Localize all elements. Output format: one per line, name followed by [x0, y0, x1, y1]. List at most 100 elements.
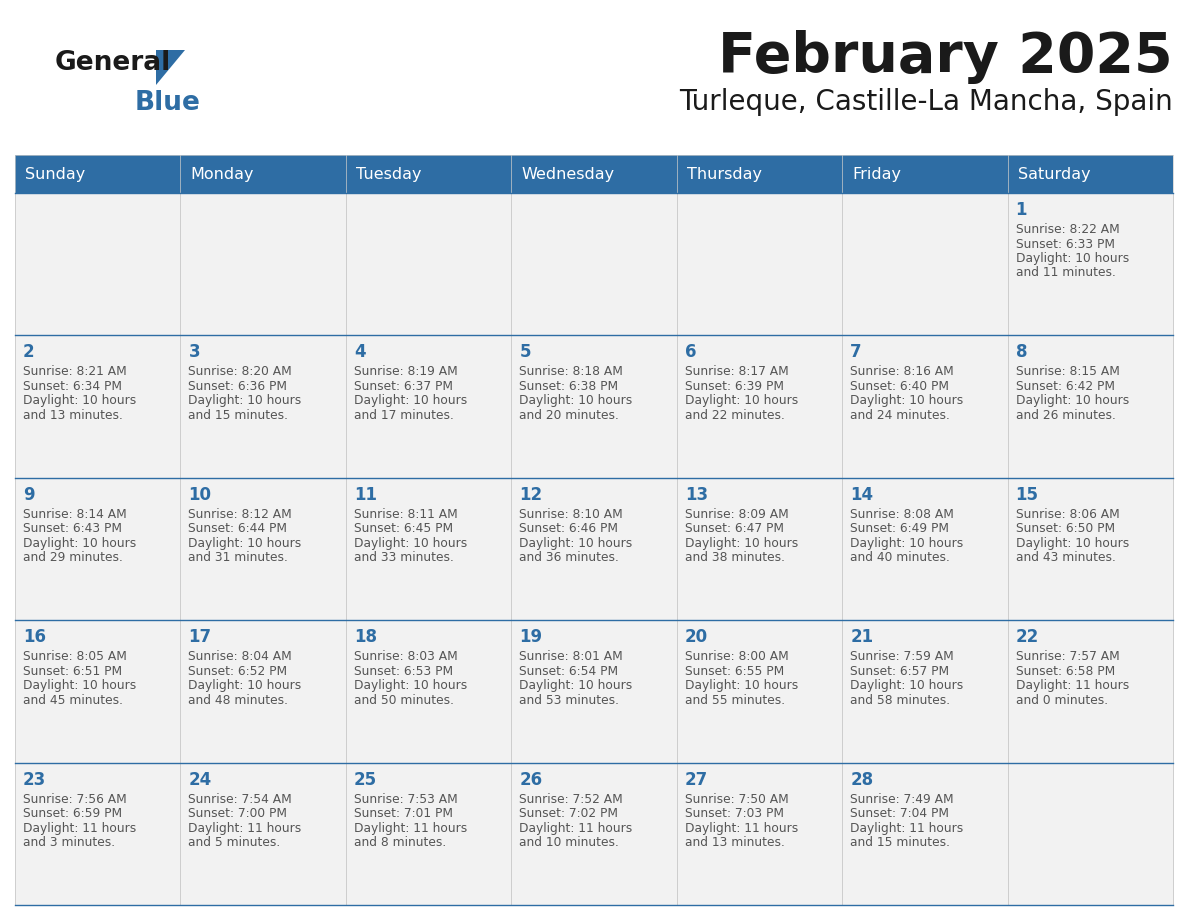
- Bar: [15, 763, 181, 905]
- Text: Sunrise: 7:59 AM: Sunrise: 7:59 AM: [851, 650, 954, 663]
- Text: Sunset: 6:46 PM: Sunset: 6:46 PM: [519, 522, 618, 535]
- Text: Sunset: 7:00 PM: Sunset: 7:00 PM: [189, 807, 287, 820]
- Text: Friday: Friday: [852, 166, 902, 182]
- Text: Sunrise: 8:22 AM: Sunrise: 8:22 AM: [1016, 223, 1119, 236]
- Text: 6: 6: [684, 343, 696, 362]
- Text: Sunset: 6:33 PM: Sunset: 6:33 PM: [1016, 238, 1114, 251]
- Text: Sunrise: 7:52 AM: Sunrise: 7:52 AM: [519, 792, 623, 806]
- Text: Sunset: 6:39 PM: Sunset: 6:39 PM: [684, 380, 784, 393]
- Text: and 50 minutes.: and 50 minutes.: [354, 694, 454, 707]
- Text: 18: 18: [354, 628, 377, 646]
- Text: and 53 minutes.: and 53 minutes.: [519, 694, 619, 707]
- Text: Daylight: 10 hours: Daylight: 10 hours: [851, 537, 963, 550]
- Text: 27: 27: [684, 770, 708, 789]
- Text: and 45 minutes.: and 45 minutes.: [23, 694, 124, 707]
- Text: Sunset: 7:01 PM: Sunset: 7:01 PM: [354, 807, 453, 820]
- Text: 16: 16: [23, 628, 46, 646]
- Text: Saturday: Saturday: [1018, 166, 1091, 182]
- Text: Sunset: 6:57 PM: Sunset: 6:57 PM: [851, 665, 949, 677]
- Bar: [1007, 477, 1173, 621]
- Text: Daylight: 10 hours: Daylight: 10 hours: [519, 395, 632, 408]
- Bar: [511, 335, 677, 477]
- Text: Blue: Blue: [135, 90, 201, 116]
- Bar: [842, 621, 1007, 763]
- Text: and 17 minutes.: and 17 minutes.: [354, 409, 454, 422]
- Text: 20: 20: [684, 628, 708, 646]
- Text: Sunrise: 8:06 AM: Sunrise: 8:06 AM: [1016, 508, 1119, 521]
- Bar: [511, 763, 677, 905]
- Text: 5: 5: [519, 343, 531, 362]
- Text: Sunrise: 7:54 AM: Sunrise: 7:54 AM: [189, 792, 292, 806]
- Text: and 22 minutes.: and 22 minutes.: [684, 409, 784, 422]
- Bar: [842, 763, 1007, 905]
- Text: Sunset: 7:04 PM: Sunset: 7:04 PM: [851, 807, 949, 820]
- Text: Sunrise: 8:19 AM: Sunrise: 8:19 AM: [354, 365, 457, 378]
- Bar: [15, 193, 181, 335]
- Text: Sunset: 6:47 PM: Sunset: 6:47 PM: [684, 522, 784, 535]
- Text: Daylight: 10 hours: Daylight: 10 hours: [684, 679, 798, 692]
- Bar: [842, 193, 1007, 335]
- Polygon shape: [156, 50, 185, 85]
- Text: Daylight: 11 hours: Daylight: 11 hours: [851, 822, 963, 834]
- Text: and 38 minutes.: and 38 minutes.: [684, 552, 785, 565]
- Text: Sunrise: 8:03 AM: Sunrise: 8:03 AM: [354, 650, 457, 663]
- Text: and 15 minutes.: and 15 minutes.: [189, 409, 289, 422]
- Text: Sunset: 6:55 PM: Sunset: 6:55 PM: [684, 665, 784, 677]
- Text: Sunrise: 8:09 AM: Sunrise: 8:09 AM: [684, 508, 789, 521]
- Text: 23: 23: [23, 770, 46, 789]
- Bar: [677, 477, 842, 621]
- Text: Sunrise: 8:12 AM: Sunrise: 8:12 AM: [189, 508, 292, 521]
- Text: Sunrise: 8:14 AM: Sunrise: 8:14 AM: [23, 508, 127, 521]
- Text: and 33 minutes.: and 33 minutes.: [354, 552, 454, 565]
- Text: and 15 minutes.: and 15 minutes.: [851, 836, 950, 849]
- Bar: [677, 621, 842, 763]
- Text: Sunset: 7:02 PM: Sunset: 7:02 PM: [519, 807, 618, 820]
- Text: Sunset: 6:38 PM: Sunset: 6:38 PM: [519, 380, 619, 393]
- Text: 17: 17: [189, 628, 211, 646]
- Text: Sunset: 6:44 PM: Sunset: 6:44 PM: [189, 522, 287, 535]
- Text: Sunrise: 8:17 AM: Sunrise: 8:17 AM: [684, 365, 789, 378]
- Text: 10: 10: [189, 486, 211, 504]
- Bar: [181, 335, 346, 477]
- Text: Sunset: 6:53 PM: Sunset: 6:53 PM: [354, 665, 453, 677]
- Text: and 13 minutes.: and 13 minutes.: [684, 836, 784, 849]
- Text: 26: 26: [519, 770, 543, 789]
- Text: and 10 minutes.: and 10 minutes.: [519, 836, 619, 849]
- Text: Turleque, Castille-La Mancha, Spain: Turleque, Castille-La Mancha, Spain: [680, 88, 1173, 116]
- Text: Daylight: 10 hours: Daylight: 10 hours: [851, 679, 963, 692]
- Text: Sunset: 6:51 PM: Sunset: 6:51 PM: [23, 665, 122, 677]
- Bar: [677, 335, 842, 477]
- Text: Sunrise: 8:01 AM: Sunrise: 8:01 AM: [519, 650, 623, 663]
- Bar: [677, 193, 842, 335]
- Text: Sunrise: 7:49 AM: Sunrise: 7:49 AM: [851, 792, 954, 806]
- Text: Daylight: 10 hours: Daylight: 10 hours: [23, 537, 137, 550]
- Text: Daylight: 11 hours: Daylight: 11 hours: [189, 822, 302, 834]
- Text: 22: 22: [1016, 628, 1038, 646]
- Bar: [842, 477, 1007, 621]
- Text: Daylight: 10 hours: Daylight: 10 hours: [519, 537, 632, 550]
- Text: Sunset: 6:34 PM: Sunset: 6:34 PM: [23, 380, 122, 393]
- Text: 1: 1: [1016, 201, 1028, 219]
- Text: Daylight: 10 hours: Daylight: 10 hours: [1016, 252, 1129, 265]
- Text: and 5 minutes.: and 5 minutes.: [189, 836, 280, 849]
- Text: and 36 minutes.: and 36 minutes.: [519, 552, 619, 565]
- Text: Daylight: 11 hours: Daylight: 11 hours: [1016, 679, 1129, 692]
- Text: Daylight: 10 hours: Daylight: 10 hours: [23, 679, 137, 692]
- Bar: [1007, 763, 1173, 905]
- Text: Sunset: 6:54 PM: Sunset: 6:54 PM: [519, 665, 619, 677]
- Text: Sunset: 6:52 PM: Sunset: 6:52 PM: [189, 665, 287, 677]
- Text: Sunrise: 8:11 AM: Sunrise: 8:11 AM: [354, 508, 457, 521]
- Bar: [181, 763, 346, 905]
- Text: Sunrise: 8:15 AM: Sunrise: 8:15 AM: [1016, 365, 1119, 378]
- Text: Sunrise: 8:08 AM: Sunrise: 8:08 AM: [851, 508, 954, 521]
- Text: Daylight: 10 hours: Daylight: 10 hours: [354, 679, 467, 692]
- Text: Sunrise: 8:00 AM: Sunrise: 8:00 AM: [684, 650, 789, 663]
- Text: 2: 2: [23, 343, 34, 362]
- Text: Sunrise: 8:16 AM: Sunrise: 8:16 AM: [851, 365, 954, 378]
- Bar: [181, 621, 346, 763]
- Bar: [511, 621, 677, 763]
- Text: 21: 21: [851, 628, 873, 646]
- Bar: [511, 477, 677, 621]
- Text: and 43 minutes.: and 43 minutes.: [1016, 552, 1116, 565]
- Text: and 11 minutes.: and 11 minutes.: [1016, 266, 1116, 279]
